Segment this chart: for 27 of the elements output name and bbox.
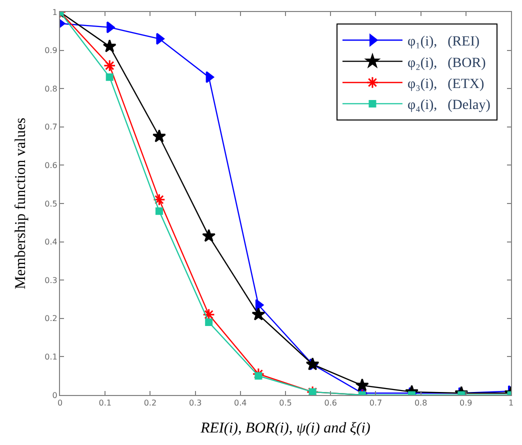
y-tick-label: 0.1 xyxy=(44,352,58,362)
x-tick-label: 0.1 xyxy=(98,398,112,408)
y-tick-label: 0 xyxy=(52,390,58,400)
legend-label: φ₄(i), (Delay) xyxy=(407,98,491,114)
x-tick-label: 1 xyxy=(508,398,514,408)
legend-label: φ₂(i), (BOR) xyxy=(407,56,486,71)
x-tick-label: 0.6 xyxy=(324,398,337,408)
legend-label: φ₃(i), (ETX) xyxy=(407,76,485,92)
y-tick-label: 0.7 xyxy=(44,122,58,132)
x-tick-label: 0.9 xyxy=(460,398,472,408)
x-tick-label: 0.8 xyxy=(414,398,428,408)
x-tick-label: 0.2 xyxy=(144,398,157,408)
y-tick-label: 0.2 xyxy=(44,314,58,324)
x-tick-label: 0.3 xyxy=(188,398,202,408)
x-axis-title: REI(i), BOR(i), ψ(i) and ξ(i) xyxy=(200,420,370,437)
y-tick-label: 1 xyxy=(52,8,58,17)
x-tick-label: 0.4 xyxy=(234,398,247,408)
y-tick-label: 0.6 xyxy=(44,161,58,170)
x-tick-label: 0.5 xyxy=(279,398,292,408)
y-axis-title: Membership function values xyxy=(12,118,29,290)
y-tick-label: 0.8 xyxy=(44,84,58,94)
x-tick-label: 0.7 xyxy=(369,398,382,408)
y-tick-label: 0.4 xyxy=(44,238,58,247)
y-tick-label: 0.3 xyxy=(44,276,58,285)
y-tick-label: 0.5 xyxy=(44,199,58,208)
legend-label: φ₁(i), (REI) xyxy=(407,34,480,50)
y-tick-label: 0.9 xyxy=(44,46,58,56)
